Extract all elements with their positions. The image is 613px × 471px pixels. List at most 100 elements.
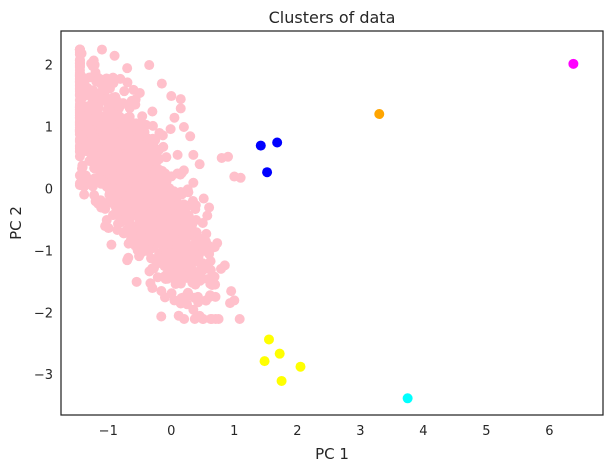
cluster-point: [272, 137, 283, 148]
cluster-point: [276, 375, 287, 386]
x-tick-label: 5: [482, 424, 490, 439]
cluster-point: [194, 159, 205, 170]
cluster-point: [172, 149, 183, 160]
cluster-point: [100, 221, 111, 232]
cluster-point: [133, 132, 144, 143]
cluster-point: [192, 291, 203, 302]
cluster-point: [119, 177, 130, 188]
y-tick-label: 1: [45, 121, 53, 136]
cluster-point: [128, 84, 139, 95]
cluster-point: [132, 144, 143, 155]
cluster-point: [190, 279, 201, 290]
cluster-point: [156, 78, 167, 89]
axis-ticks: −1 0 1 2 3 4 5 6 −3 −2 −1 0 1 2: [34, 59, 554, 439]
cluster-point: [131, 180, 142, 191]
cluster-point: [121, 122, 132, 133]
cluster-point: [162, 268, 173, 279]
cluster-point: [103, 103, 114, 114]
cluster-point: [91, 109, 102, 120]
x-tick-label: 4: [419, 424, 427, 439]
cluster-point: [185, 131, 196, 142]
cluster-point: [204, 202, 215, 213]
y-tick-label: −2: [34, 306, 53, 321]
cluster-point: [137, 202, 148, 213]
y-tick-label: −1: [34, 244, 53, 259]
x-tick-label: −1: [99, 424, 118, 439]
cluster-point: [97, 84, 108, 95]
cluster-point: [169, 228, 180, 239]
cluster-point: [187, 218, 198, 229]
cluster-point: [147, 283, 158, 294]
cluster-point: [197, 218, 208, 228]
cluster-point: [263, 334, 274, 345]
cluster-point: [143, 192, 154, 203]
cluster-point: [188, 177, 199, 188]
cluster-point: [166, 214, 177, 225]
cluster-point: [191, 227, 202, 238]
cluster-point: [166, 91, 177, 102]
cluster-point: [96, 44, 107, 55]
cluster-point: [200, 236, 211, 247]
y-axis-label: PC 2: [7, 206, 25, 240]
cluster-point: [175, 187, 186, 198]
cluster-point: [154, 127, 165, 138]
cluster-point: [202, 210, 213, 221]
cluster-point: [187, 254, 198, 265]
cluster-point: [185, 267, 196, 278]
cluster-point: [150, 233, 161, 244]
cluster-point: [156, 311, 167, 322]
cluster-point: [197, 258, 208, 269]
cluster-point: [201, 228, 212, 239]
cluster-point: [115, 205, 126, 216]
cluster-point: [262, 167, 273, 178]
cluster-point: [138, 234, 149, 245]
cluster-point: [93, 73, 104, 84]
cluster-point: [402, 393, 413, 404]
cluster-point: [177, 240, 188, 251]
cluster-point: [107, 92, 118, 103]
cluster-point: [198, 193, 209, 204]
scatter-points: [74, 44, 579, 404]
x-tick-label: 6: [545, 424, 553, 439]
cluster-point: [178, 199, 189, 210]
cluster-point: [229, 295, 240, 306]
cluster-point: [103, 140, 114, 151]
cluster-point: [98, 177, 109, 188]
cluster-point: [122, 63, 133, 74]
cluster-point: [109, 194, 120, 204]
y-tick-label: 2: [45, 59, 53, 74]
cluster-point: [138, 170, 149, 181]
cluster-point: [127, 225, 138, 236]
cluster-point: [175, 94, 186, 105]
cluster-point: [102, 164, 113, 175]
cluster-point: [223, 151, 234, 162]
cluster-point: [108, 78, 119, 89]
cluster-point: [106, 239, 117, 250]
cluster-point: [255, 140, 266, 151]
x-tick-label: 3: [356, 424, 364, 439]
cluster-point: [188, 149, 199, 160]
cluster-point: [113, 218, 123, 229]
cluster-point: [87, 61, 98, 72]
cluster-point: [197, 273, 208, 284]
cluster-point: [175, 103, 186, 114]
cluster-point: [213, 314, 224, 324]
cluster-point: [178, 122, 189, 132]
cluster-point: [153, 180, 164, 191]
cluster-point: [106, 112, 117, 123]
cluster-point: [219, 260, 230, 271]
cluster-point: [122, 255, 133, 266]
cluster-point: [154, 164, 165, 175]
cluster-point: [118, 164, 129, 175]
cluster-point: [274, 348, 285, 359]
cluster-point: [568, 58, 579, 69]
cluster-point: [144, 60, 155, 71]
cluster-point: [84, 156, 95, 167]
cluster-point: [188, 245, 199, 256]
cluster-point: [144, 218, 155, 229]
cluster-point: [183, 187, 194, 198]
cluster-point: [259, 356, 270, 367]
cluster-point: [197, 314, 208, 324]
cluster-point: [76, 143, 87, 154]
